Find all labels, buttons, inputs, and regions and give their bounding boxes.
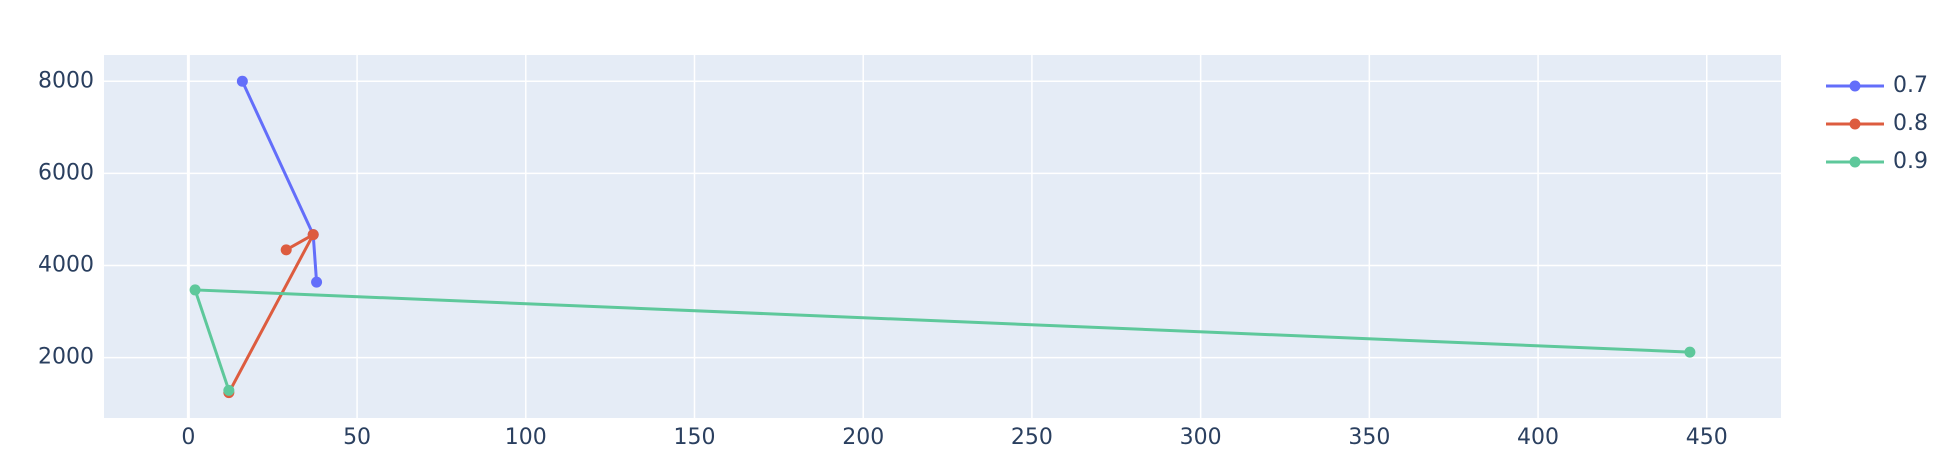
y-tick-label: 6000: [38, 160, 94, 185]
legend-marker: [1849, 156, 1861, 168]
point: [280, 244, 292, 256]
x-tick-label: 450: [1686, 425, 1728, 450]
legend-marker: [1849, 80, 1861, 92]
legend-label: 0.8: [1893, 111, 1928, 136]
point: [1684, 346, 1696, 358]
x-tick-label: 400: [1517, 425, 1559, 450]
point: [223, 384, 235, 396]
x-tick-label: 350: [1348, 425, 1390, 450]
point: [307, 229, 319, 241]
legend-label: 0.7: [1893, 73, 1928, 98]
x-tick-label: 200: [842, 425, 884, 450]
x-tick-label: 100: [505, 425, 547, 450]
x-tick-label: 250: [1011, 425, 1053, 450]
point: [311, 276, 323, 288]
point: [236, 75, 248, 87]
x-tick-label: 50: [343, 425, 371, 450]
point: [189, 284, 201, 296]
y-tick-label: 2000: [38, 345, 94, 370]
x-tick-label: 150: [673, 425, 715, 450]
legend-marker: [1849, 118, 1861, 130]
legend-label: 0.9: [1893, 149, 1928, 174]
x-tick-label: 300: [1180, 425, 1222, 450]
x-tick-label: 0: [181, 425, 195, 450]
plot-area: [104, 55, 1781, 418]
y-tick-label: 4000: [38, 253, 94, 278]
y-tick-label: 8000: [38, 68, 94, 93]
